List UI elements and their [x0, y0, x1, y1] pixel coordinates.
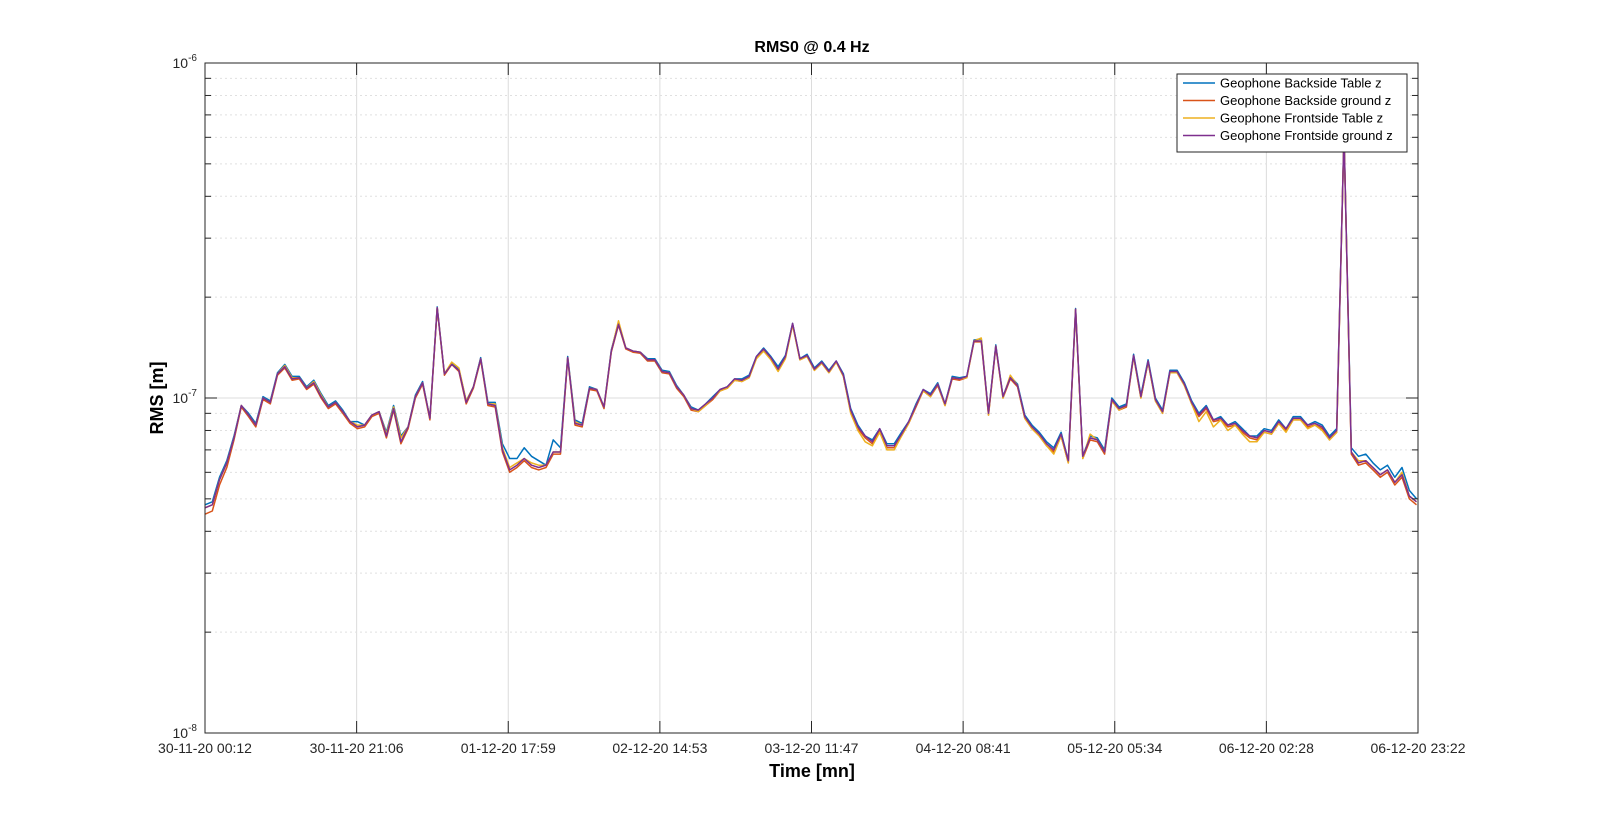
- grid: [204, 63, 1419, 733]
- x-tick-label: 06-12-20 23:22: [1371, 740, 1466, 756]
- x-axis-label: Time [mn]: [769, 761, 855, 781]
- x-tick-labels: 30-11-20 00:12 30-11-20 21:06 01-12-20 17:…: [158, 740, 1466, 756]
- x-tick-label: 03-12-20 11:47: [765, 740, 859, 756]
- x-tick-label: 30-11-20 21:06: [310, 740, 404, 756]
- legend-box: [1176, 73, 1408, 153]
- x-tick-label: 05-12-20 05:34: [1067, 740, 1162, 756]
- y-axis-label: RMS [m]: [147, 362, 167, 435]
- x-tick-label: 02-12-20 14:53: [612, 740, 707, 756]
- x-tick-label: 04-12-20 08:41: [916, 740, 1011, 756]
- legend-label: Geophone Frontside Table z: [1220, 111, 1383, 126]
- y-tick-label: 10-8: [173, 723, 198, 741]
- axis-ticks: [204, 62, 1419, 734]
- legend-label: Geophone Backside Table z: [1220, 76, 1382, 91]
- data-lines: [204, 132, 1418, 515]
- series-line-4: [204, 132, 1417, 509]
- legend: Geophone Backside Table z Geophone Backsi…: [1176, 73, 1408, 153]
- x-tick-label: 06-12-20 02:28: [1219, 740, 1314, 756]
- x-tick-label: 01-12-20 17:59: [461, 740, 556, 756]
- legend-label: Geophone Backside ground z: [1220, 93, 1391, 108]
- x-tick-label: 30-11-20 00:12: [158, 740, 252, 756]
- y-tick-label: 10-7: [173, 388, 198, 406]
- legend-label: Geophone Frontside ground z: [1220, 128, 1393, 143]
- y-tick-labels: 10-8 10-7 10-6: [173, 53, 198, 741]
- chart-title: RMS0 @ 0.4 Hz: [754, 39, 869, 56]
- y-tick-label: 10-6: [173, 53, 198, 71]
